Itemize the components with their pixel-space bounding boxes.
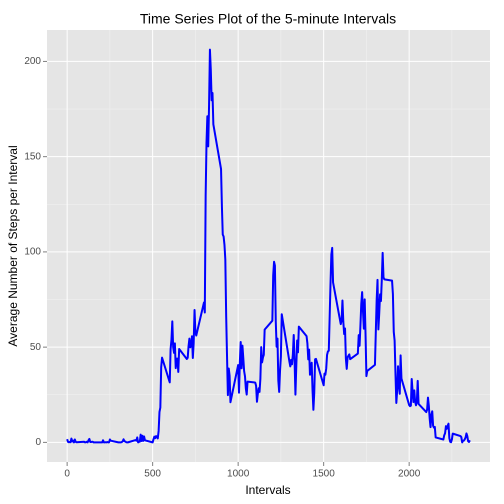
chart-title: Time Series Plot of the 5-minute Interva… [140,11,396,27]
x-tick-label: 2000 [398,469,421,480]
x-tick-label: 0 [64,469,70,480]
y-tick-label: 150 [24,151,41,162]
y-tick-label: 50 [30,342,42,353]
y-tick-label: 200 [24,56,41,67]
x-axis-title: Intervals [245,483,290,497]
panel [47,30,490,462]
x-tick-label: 1500 [313,469,336,480]
y-axis-title: Average Number of Steps per Interval [6,145,20,346]
x-tick-label: 1000 [227,469,250,480]
x-tick-label: 500 [144,469,161,480]
y-tick-label: 100 [24,247,41,258]
y-tick-label: 0 [35,437,41,448]
data-line [66,48,471,444]
